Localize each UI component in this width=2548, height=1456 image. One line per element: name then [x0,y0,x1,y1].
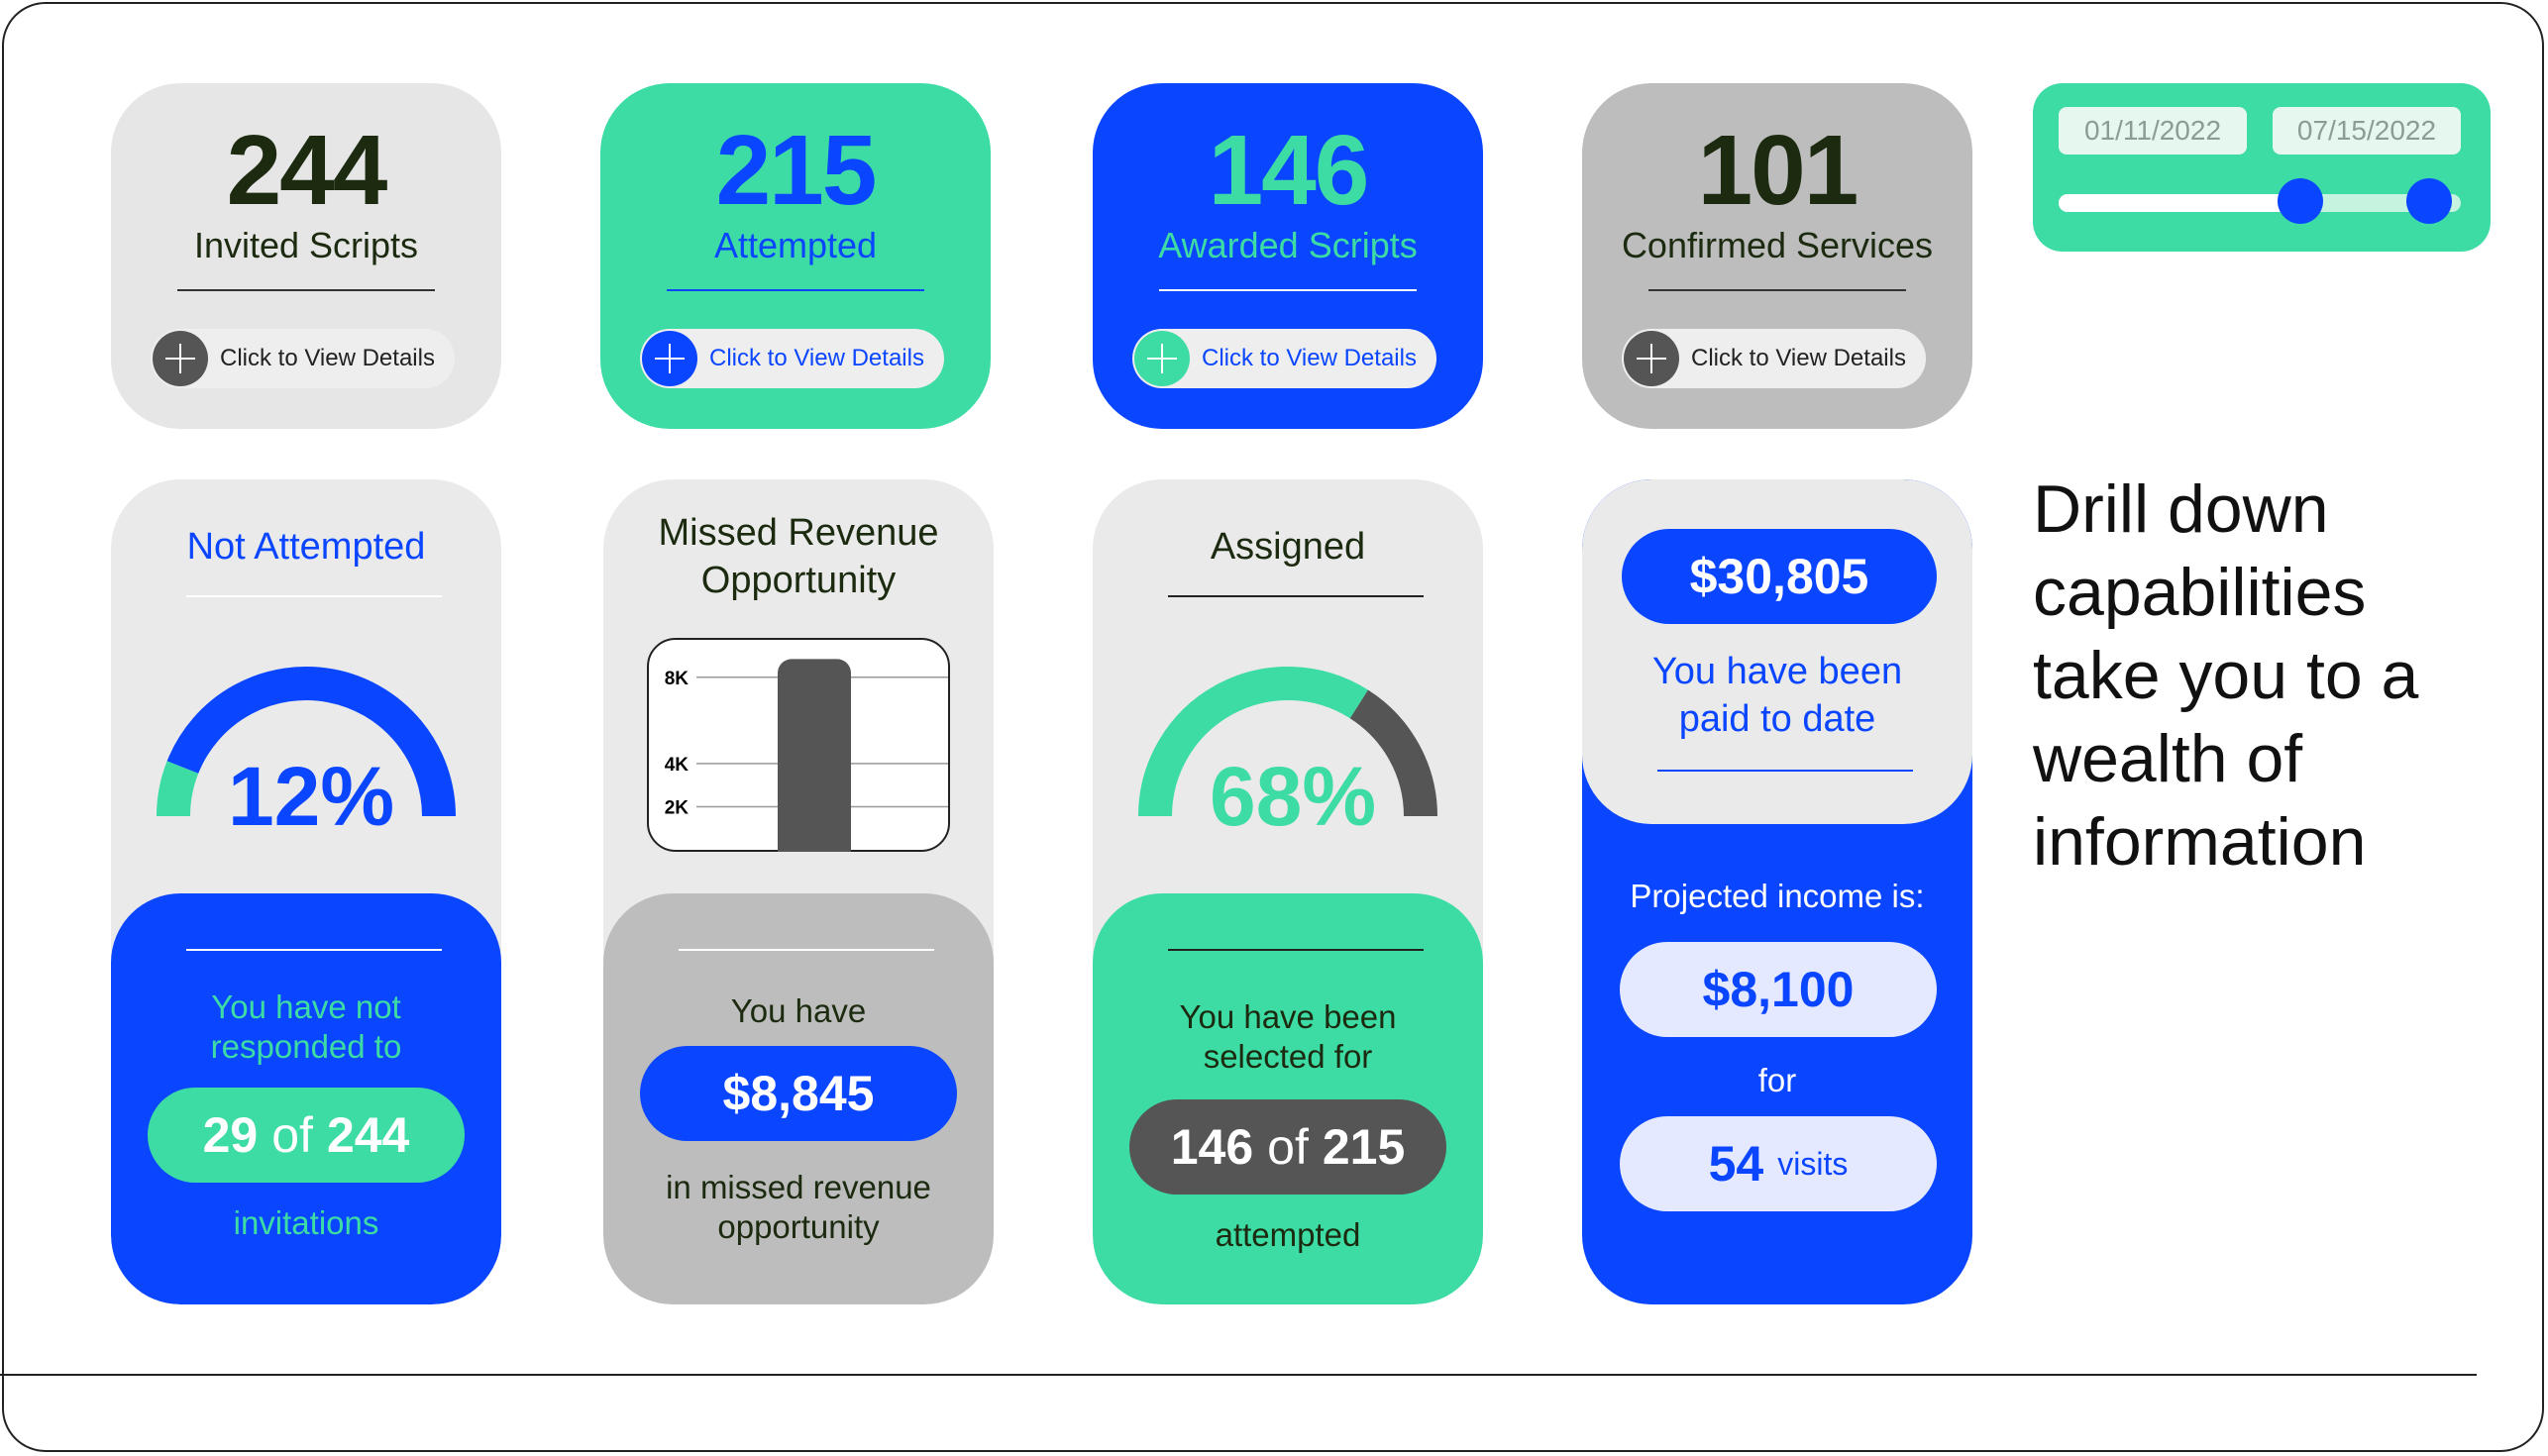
kpi-card-invited: 244 Invited Scripts Click to View Detail… [111,83,501,429]
card-rule [679,949,934,951]
paid-top-panel: $30,805 You have been paid to date [1582,479,1972,824]
card-rule [1168,949,1424,951]
card-bottom-panel: You have been selected for 146 of 215 at… [1093,893,1483,1304]
kpi-rule [1648,289,1906,291]
missed-revenue-chart: 8K 4K 2K [647,638,950,852]
missed-revenue-card: Missed Revenue Opportunity 8K 4K 2K You … [603,479,994,1304]
plus-icon [1134,331,1190,386]
paid-card: $30,805 You have been paid to date Proje… [1582,479,1972,1304]
view-details-label: Click to View Details [709,345,924,371]
slider-track[interactable] [2059,194,2461,212]
count-total: 244 [326,1107,410,1163]
gauge-track [1349,689,1437,817]
plus-icon [642,331,697,386]
count-badge: 29 of 244 [148,1088,465,1183]
card-footer: attempted [1215,1216,1361,1253]
gauge-value-arc [1138,667,1368,817]
kpi-label: Confirmed Services [1621,225,1934,265]
visits-count: 54 [1708,1136,1764,1192]
plus-icon [153,331,208,386]
amount-badge: $8,845 [640,1046,957,1141]
card-footer: in missed revenue [666,1169,931,1205]
slider-start-handle[interactable] [2277,178,2323,224]
kpi-value: 215 [715,115,878,226]
for-label: for [1757,1062,1797,1098]
assigned-card: Assigned 68% You have been selected for … [1093,479,1483,1304]
chart-tick-label: 8K [665,669,690,689]
visits-label: visits [1777,1145,1849,1182]
view-details-label: Click to View Details [220,345,435,371]
card-text: You have been [1179,998,1397,1035]
card-bottom-panel: You have $8,845 in missed revenue opport… [603,893,994,1304]
view-details-button[interactable]: Click to View Details [1622,329,1926,388]
projected-label: Projected income is: [1630,878,1925,914]
kpi-rule [177,289,435,291]
kpi-card-attempted: 215 Attempted Click to View Details [600,83,991,429]
card-title: Opportunity [700,560,897,601]
view-details-button[interactable]: Click to View Details [640,329,944,388]
kpi-card-awarded: 146 Awarded Scripts Click to View Detail… [1093,83,1483,429]
card-rule [186,949,442,951]
tagline-text: Drill down capabilities take you to a we… [2033,471,2419,880]
view-details-label: Click to View Details [1202,345,1417,371]
kpi-label: Invited Scripts [193,225,419,265]
kpi-value: 146 [1208,115,1370,226]
plus-icon [1624,331,1679,386]
kpi-rule [1159,289,1417,291]
count-of: of [271,1107,313,1163]
gauge-percent: 68% [1209,750,1377,843]
kpi-value: 244 [226,115,388,226]
gauge-percent: 12% [227,750,395,843]
card-text: paid to date [1678,698,1876,740]
view-details-label: Click to View Details [1691,345,1906,371]
card-rule [1168,595,1424,597]
kpi-rule [667,289,924,291]
card-footer: opportunity [717,1208,880,1245]
end-date-field[interactable]: 07/15/2022 [2273,107,2461,155]
slider-end-handle[interactable] [2405,178,2452,224]
chart-tick-label: 4K [665,755,690,776]
bottom-divider [0,1374,2477,1376]
card-bottom-panel: You have not responded to 29 of 244 invi… [111,893,501,1304]
date-range-slider: 01/11/2022 07/15/2022 [2033,83,2491,252]
kpi-card-confirmed: 101 Confirmed Services Click to View Det… [1582,83,1972,429]
not-attempted-gauge [157,667,456,817]
chart-tick-label: 2K [665,797,690,818]
card-text: You have not [211,988,401,1025]
paid-amount-badge: $30,805 [1622,529,1937,624]
card-rule [1657,770,1913,772]
count-value: 146 [1170,1119,1254,1175]
view-details-button[interactable]: Click to View Details [151,329,455,388]
gauge-track [166,667,456,817]
card-title: Missed Revenue [658,512,939,554]
kpi-value: 101 [1697,115,1859,226]
count-total: 215 [1322,1119,1406,1175]
count-of: of [1267,1119,1309,1175]
chart-bar [778,659,851,852]
card-text: You have [730,992,867,1029]
visits-badge: 54 visits [1620,1116,1937,1211]
card-text: selected for [1203,1038,1373,1075]
not-attempted-card: Not Attempted 12% You have not responded… [111,479,501,1304]
count-badge: 146 of 215 [1129,1099,1446,1195]
view-details-button[interactable]: Click to View Details [1132,329,1436,388]
card-title: Not Attempted [186,526,426,568]
card-footer: invitations [233,1204,379,1241]
card-rule [186,595,442,597]
projected-amount-badge: $8,100 [1620,942,1937,1037]
assigned-gauge [1138,667,1437,817]
start-date-field[interactable]: 01/11/2022 [2059,107,2247,155]
card-text: You have been [1651,651,1903,692]
gauge-value-arc [157,761,199,817]
count-value: 29 [202,1107,259,1163]
card-text: responded to [210,1028,402,1065]
card-title: Assigned [1210,526,1366,568]
kpi-label: Attempted [713,225,878,265]
slider-track-fill [2059,194,2300,212]
kpi-label: Awarded Scripts [1158,225,1418,265]
